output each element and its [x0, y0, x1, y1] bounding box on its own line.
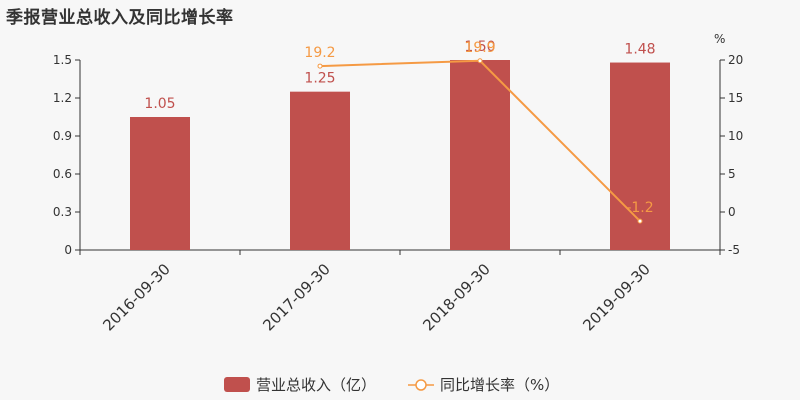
- right-axis-tick-label: 20: [728, 53, 743, 67]
- left-axis-tick-label: 0: [64, 243, 72, 257]
- line-series-layer: [317, 58, 643, 224]
- chart-title: 季报营业总收入及同比增长率: [6, 8, 234, 28]
- revenue-bar: [450, 60, 510, 250]
- legend-revenue-label: 营业总收入（亿）: [256, 376, 376, 394]
- revenue-bar-label: 1.50: [464, 39, 495, 55]
- growth-rate-point: [317, 63, 323, 69]
- legend-revenue-swatch: [224, 377, 250, 392]
- x-axis-category-label: 2018-09-30: [419, 260, 493, 334]
- right-axis-unit: %: [714, 32, 725, 46]
- right-axis-tick-label: 15: [728, 91, 743, 105]
- data-label-layer: 1.05 1.25 1.50 1.48 19.2 19.9 -1.2: [144, 39, 655, 216]
- x-axis-category-label: 2017-09-30: [259, 260, 333, 334]
- bar-series-layer: [130, 60, 670, 251]
- revenue-bar-label: 1.25: [304, 71, 335, 87]
- revenue-bar-label: 1.48: [624, 42, 655, 58]
- growth-rate-label: -1.2: [626, 200, 653, 216]
- x-axis-category-label: 2019-09-30: [579, 260, 653, 334]
- revenue-bar: [130, 117, 190, 250]
- right-axis-tick-label: 5: [728, 167, 736, 181]
- right-axis-tick-label: -5: [728, 243, 740, 257]
- growth-rate-label: 19.9: [464, 40, 495, 56]
- growth-rate-label: 19.2: [304, 45, 335, 61]
- legend-growth-label: 同比增长率（%）: [440, 376, 559, 394]
- revenue-bar-label: 1.05: [144, 96, 175, 112]
- left-axis-tick-label: 1.2: [53, 91, 72, 105]
- left-axis-tick-label: 1.5: [53, 53, 72, 67]
- legend-growth-swatch-marker: [415, 379, 427, 391]
- growth-rate-point: [477, 58, 483, 64]
- left-axis-tick-label: 0.3: [53, 205, 72, 219]
- right-axis-tick-label: 10: [728, 129, 743, 143]
- left-axis-tick-label: 0.9: [53, 129, 72, 143]
- right-axis-tick-label: 0: [728, 205, 736, 219]
- x-axis-category-label: 2016-09-30: [99, 260, 173, 334]
- legend: 营业总收入（亿） 同比增长率（%）: [224, 376, 559, 394]
- growth-rate-point: [637, 218, 643, 224]
- left-axis-tick-label: 0.6: [53, 167, 72, 181]
- revenue-bar: [290, 91, 350, 251]
